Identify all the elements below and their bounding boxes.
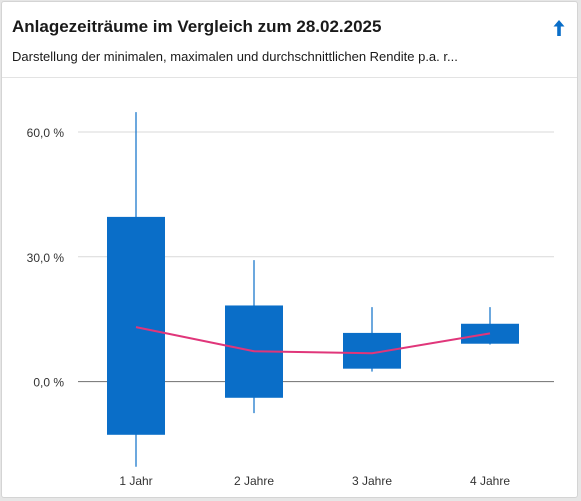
chart-title: Anlagezeiträume im Vergleich zum 28.02.2… [12, 17, 382, 36]
x-tick-label: 2 Jahre [234, 474, 274, 488]
x-tick-label: 3 Jahre [352, 474, 392, 488]
collapse-button[interactable] [547, 16, 571, 40]
chart-subtitle: Darstellung der minimalen, maximalen und… [12, 49, 458, 64]
box [107, 216, 165, 435]
y-tick-label: 60,0 % [27, 126, 65, 140]
arrow-up-icon [553, 20, 565, 36]
y-tick-label: 0,0 % [33, 376, 64, 390]
x-tick-label: 4 Jahre [470, 474, 510, 488]
card-header: Anlagezeiträume im Vergleich zum 28.02.2… [2, 2, 577, 78]
average-line [135, 326, 491, 355]
x-tick-label: 1 Jahr [119, 474, 152, 488]
chart-area: 0,0 % 30,0 % 60,0 % 1 Jahr 2 Jahre 3 Jahre 4 J… [2, 78, 577, 497]
boxplot-chart: 0,0 % 30,0 % 60,0 % 1 Jahr 2 Jahre 3 Jahre 4 J… [27, 112, 554, 488]
y-tick-label: 30,0 % [27, 251, 65, 265]
